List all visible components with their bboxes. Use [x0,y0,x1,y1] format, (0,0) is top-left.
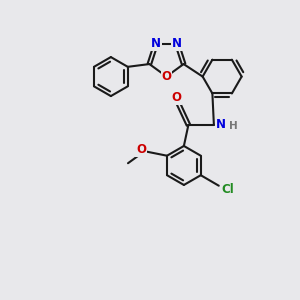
Text: H: H [229,122,238,131]
Text: N: N [215,118,226,131]
Text: O: O [171,92,182,104]
Text: N: N [151,38,161,50]
Text: Cl: Cl [221,183,234,196]
Text: O: O [161,70,172,83]
Text: N: N [172,38,182,50]
Text: O: O [136,143,146,156]
